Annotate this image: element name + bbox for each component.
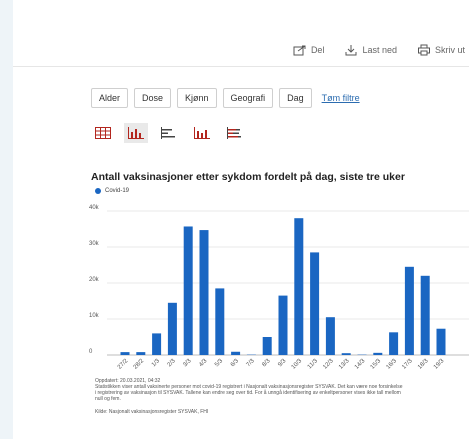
print-label: Skriv ut xyxy=(434,45,465,55)
y-tick-label: 20k xyxy=(89,277,100,283)
clear-filters-link[interactable]: Tøm filtre xyxy=(321,93,360,103)
bar[interactable] xyxy=(136,352,146,355)
filter-age-button[interactable]: Alder xyxy=(91,88,129,108)
bar[interactable] xyxy=(420,275,430,355)
bar[interactable] xyxy=(404,266,414,355)
bar[interactable] xyxy=(152,333,162,355)
table-view-button[interactable] xyxy=(91,123,115,143)
bar-chart-view-button[interactable] xyxy=(124,123,148,143)
stacked-bar-icon xyxy=(194,127,210,139)
bar[interactable] xyxy=(262,337,272,355)
share-icon xyxy=(293,45,306,56)
bar[interactable] xyxy=(310,252,320,355)
x-tick-label: 6/3 xyxy=(230,358,241,369)
bar[interactable] xyxy=(325,317,335,355)
share-button[interactable]: Del xyxy=(293,44,325,56)
bar[interactable] xyxy=(215,288,225,355)
x-tick-label: 9/3 xyxy=(277,358,288,369)
download-button[interactable]: Last ned xyxy=(344,44,397,56)
bar[interactable] xyxy=(183,226,193,355)
x-tick-label: 14/3 xyxy=(354,358,367,370)
x-tick-label: 7/3 xyxy=(246,358,257,369)
download-label: Last ned xyxy=(362,45,397,55)
x-tick-label: 3/3 xyxy=(182,358,193,369)
table-icon xyxy=(95,127,111,139)
source-text: Kilde: Nasjonalt vaksinasjonsregister SY… xyxy=(95,409,209,415)
y-tick-label: 30k xyxy=(89,241,100,247)
bar[interactable] xyxy=(167,302,177,355)
print-button[interactable]: Skriv ut xyxy=(417,44,465,56)
x-tick-label: 16/3 xyxy=(386,358,399,370)
y-tick-label: 40k xyxy=(89,205,100,211)
filter-day-button[interactable]: Dag xyxy=(279,88,312,108)
x-tick-label: 1/3 xyxy=(151,358,162,369)
updated-text: Oppdatert: 20.03.2021, 04:32 xyxy=(95,378,161,384)
y-tick-label: 0 xyxy=(89,349,93,355)
stacked-horizontal-view-button[interactable] xyxy=(223,123,247,143)
filter-gender-button[interactable]: Kjønn xyxy=(177,88,217,108)
x-tick-label: 5/3 xyxy=(214,358,225,369)
footnote-line-1: Statistikken viser antall vaksinerte per… xyxy=(95,384,403,390)
legend-swatch xyxy=(95,188,101,194)
chart-legend: Covid-19 xyxy=(95,188,129,194)
x-tick-label: 15/3 xyxy=(370,358,383,370)
filter-dose-button[interactable]: Dose xyxy=(134,88,172,108)
download-icon xyxy=(345,45,357,56)
toolbar: Del Last ned Skriv ut xyxy=(293,42,469,58)
left-sidebar xyxy=(0,0,13,439)
chart-title: Antall vaksinasjoner etter sykdom fordel… xyxy=(91,171,405,183)
divider xyxy=(13,66,469,67)
bar-chart-icon xyxy=(128,127,144,139)
x-tick-label: 13/3 xyxy=(338,358,351,370)
x-tick-label: 8/3 xyxy=(261,358,272,369)
bar[interactable] xyxy=(278,295,288,355)
x-tick-label: 27/2 xyxy=(117,358,130,370)
share-label: Del xyxy=(310,45,325,55)
bar[interactable] xyxy=(294,218,304,355)
filter-geography-button[interactable]: Geografi xyxy=(222,88,274,108)
x-tick-label: 28/2 xyxy=(133,358,146,370)
horizontal-bar-view-button[interactable] xyxy=(157,123,181,143)
stacked-bar-view-button[interactable] xyxy=(190,123,214,143)
bar[interactable] xyxy=(436,328,446,355)
footnote-line-3: null og fem. xyxy=(95,396,121,402)
footnote-line-2: i registrering av vaksinasjon til SYSVAK… xyxy=(95,390,401,396)
bar[interactable] xyxy=(231,351,241,355)
x-tick-label: 18/3 xyxy=(417,358,430,370)
bar[interactable] xyxy=(341,353,351,355)
view-switcher xyxy=(91,123,247,143)
x-tick-label: 12/3 xyxy=(322,358,335,370)
x-tick-label: 11/3 xyxy=(307,358,320,370)
x-tick-label: 10/3 xyxy=(291,358,304,370)
bar[interactable] xyxy=(373,352,383,355)
x-tick-label: 19/3 xyxy=(433,358,446,370)
legend-label: Covid-19 xyxy=(105,188,130,194)
x-tick-label: 17/3 xyxy=(401,358,414,370)
horizontal-bar-icon xyxy=(161,127,175,139)
filter-bar: Alder Dose Kjønn Geografi Dag Tøm filtre xyxy=(91,88,360,108)
print-icon xyxy=(417,44,430,56)
y-tick-label: 10k xyxy=(89,313,100,319)
x-tick-label: 4/3 xyxy=(198,358,209,369)
bar[interactable] xyxy=(389,332,399,355)
bar[interactable] xyxy=(199,230,209,355)
bar[interactable] xyxy=(120,352,130,355)
x-tick-label: 2/3 xyxy=(167,358,178,369)
stacked-horizontal-icon xyxy=(227,127,241,139)
bar-chart: 0 10k 20k 30k 40k 27/2 28/2 1/3 2/3 3/3 4/3 5/3 6/3 7… xyxy=(89,205,469,370)
